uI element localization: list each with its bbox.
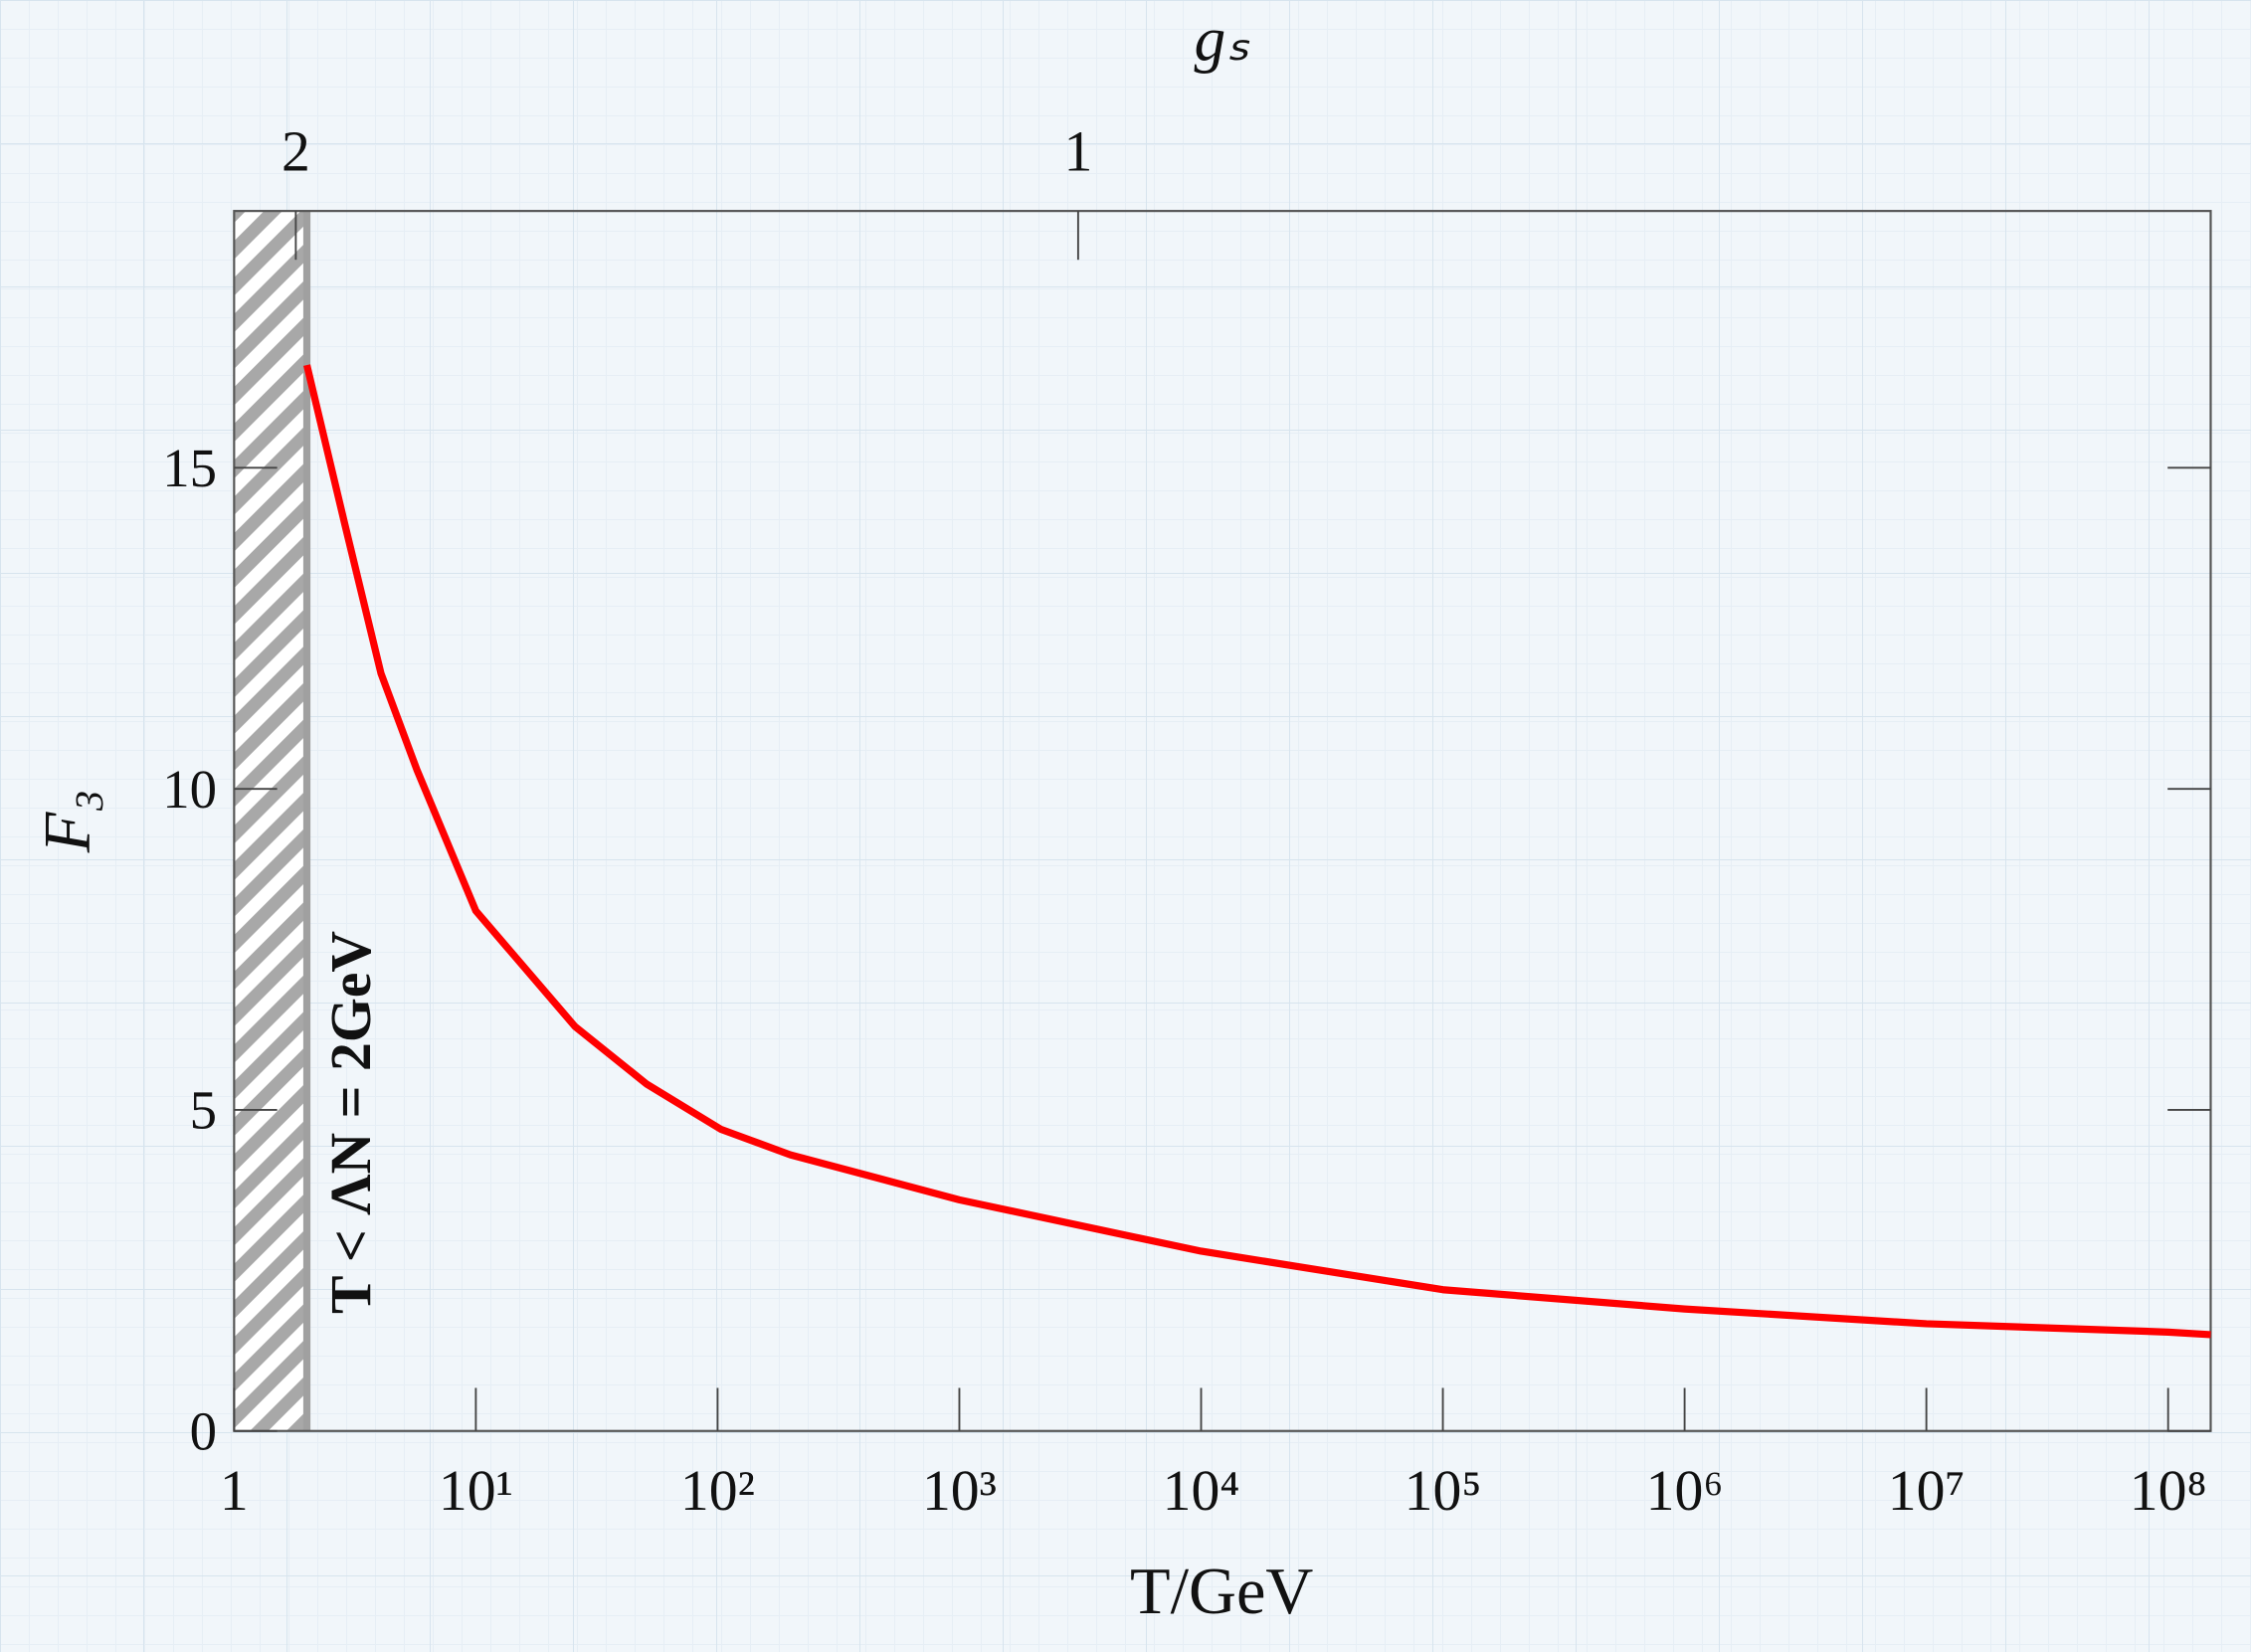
y-tick-label: 10 (162, 759, 217, 820)
top-axis-label: gₛ (1194, 4, 1249, 75)
x-tick-label: 10³ (922, 1460, 997, 1523)
x-tick-label: 1 (220, 1460, 249, 1523)
x2-tick-label: 2 (281, 121, 310, 184)
x-tick-label: 10⁵ (1405, 1460, 1482, 1523)
x-tick-label: 10¹ (439, 1460, 513, 1523)
x2-tick-label: 1 (1063, 121, 1092, 184)
x-tick-label: 10⁸ (2130, 1460, 2207, 1523)
shaded-region (234, 211, 307, 1431)
x-tick-label: 10⁶ (1646, 1460, 1724, 1523)
y-tick-label: 15 (162, 438, 217, 498)
x-axis-label: T/GeV (1130, 1556, 1313, 1628)
plot-frame (233, 210, 2212, 1432)
x-tick-label: 10² (680, 1460, 755, 1523)
x-tick-label: 10⁷ (1888, 1460, 1966, 1523)
line-series (302, 364, 2211, 1339)
x-tick-label: 10⁴ (1163, 1460, 1240, 1523)
y-axis-label: F₃ (32, 790, 104, 854)
y-tick-label: 5 (190, 1080, 217, 1141)
region-label: T < ΛN = 2GeV (320, 931, 383, 1314)
y-tick-label: 0 (190, 1401, 217, 1462)
